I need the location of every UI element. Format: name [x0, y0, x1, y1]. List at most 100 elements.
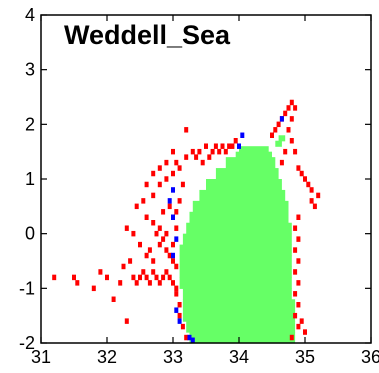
red-point [154, 230, 159, 237]
red-point [171, 170, 175, 177]
chart-title: Weddell_Sea [64, 20, 231, 50]
red-point [296, 280, 301, 286]
red-point [220, 143, 225, 149]
blue-point [279, 116, 284, 122]
red-point [174, 291, 179, 297]
red-point [309, 187, 314, 193]
red-point [316, 192, 321, 199]
red-point [223, 148, 228, 155]
green-cell-row [206, 179, 282, 191]
blue-point [177, 318, 182, 324]
red-point [98, 269, 103, 275]
green-cell-row [275, 140, 282, 147]
red-points [52, 99, 321, 341]
x-tick-label: 32 [97, 347, 117, 367]
red-point [296, 236, 301, 242]
red-point [131, 230, 136, 237]
x-tick-label: 31 [31, 347, 51, 367]
blue-point [174, 236, 179, 242]
red-point [157, 165, 162, 171]
red-point [207, 154, 212, 160]
red-point [177, 198, 182, 204]
red-point [194, 154, 199, 160]
red-point [286, 105, 291, 111]
red-point [154, 274, 159, 281]
red-point [144, 274, 149, 281]
green-cell-row [179, 255, 292, 268]
red-point [184, 154, 189, 160]
red-point [161, 274, 166, 281]
red-point [124, 225, 129, 231]
red-point [171, 258, 175, 264]
red-point [151, 170, 156, 177]
green-cell-row [278, 135, 286, 142]
green-cell-row [182, 288, 292, 300]
green-cell-row [182, 233, 292, 246]
red-point [134, 203, 139, 210]
red-point [171, 241, 175, 248]
red-point [164, 176, 169, 182]
blue-point [171, 214, 175, 220]
red-point [118, 280, 123, 286]
red-point [138, 274, 142, 281]
red-point [293, 291, 298, 297]
red-point [167, 203, 172, 210]
red-point [52, 274, 57, 281]
red-point [309, 198, 314, 204]
y-tick-label: -2 [19, 333, 35, 353]
green-cell-row [235, 151, 272, 158]
red-point [273, 127, 278, 133]
y-axis: -2 -1 0 1 2 3 4 [19, 5, 371, 353]
red-point [164, 247, 169, 253]
green-cell-row [225, 157, 276, 169]
red-point [157, 181, 162, 188]
red-point [296, 323, 301, 330]
red-point [293, 148, 298, 155]
blue-point [187, 334, 192, 341]
red-point [230, 143, 235, 149]
blue-point [190, 337, 195, 343]
red-point [164, 269, 169, 275]
red-point [177, 312, 182, 319]
blue-point [240, 132, 245, 138]
x-tick-label: 34 [229, 347, 249, 367]
green-cell-row [192, 200, 289, 213]
red-point [289, 138, 294, 144]
red-point [276, 121, 281, 128]
red-point [157, 280, 162, 286]
blue-points [167, 116, 284, 343]
red-point [151, 269, 156, 275]
red-point [213, 143, 218, 149]
red-point [147, 280, 152, 286]
red-point [180, 181, 185, 188]
green-cell-row [189, 332, 296, 344]
red-point [167, 252, 172, 259]
blue-point [171, 252, 175, 259]
red-point [124, 318, 129, 324]
red-point [138, 241, 142, 248]
red-point [134, 280, 139, 286]
red-point [293, 247, 298, 253]
red-point [299, 318, 304, 324]
red-point [296, 165, 301, 171]
red-point [161, 209, 166, 215]
red-point [174, 263, 179, 270]
blue-point [171, 187, 175, 193]
y-tick-label: 0 [25, 224, 35, 244]
green-cell-row [189, 211, 289, 224]
red-point [75, 280, 80, 286]
green-cell-row [199, 189, 286, 202]
red-point [151, 192, 156, 199]
red-point [105, 274, 109, 281]
green-cell-row [179, 277, 292, 289]
red-point [174, 159, 179, 166]
red-point [303, 329, 307, 335]
red-point [283, 110, 288, 117]
red-point [147, 247, 152, 253]
red-point [144, 214, 149, 220]
red-point [161, 236, 166, 242]
green-region [179, 135, 296, 344]
red-point [279, 159, 284, 166]
red-point [293, 312, 298, 319]
